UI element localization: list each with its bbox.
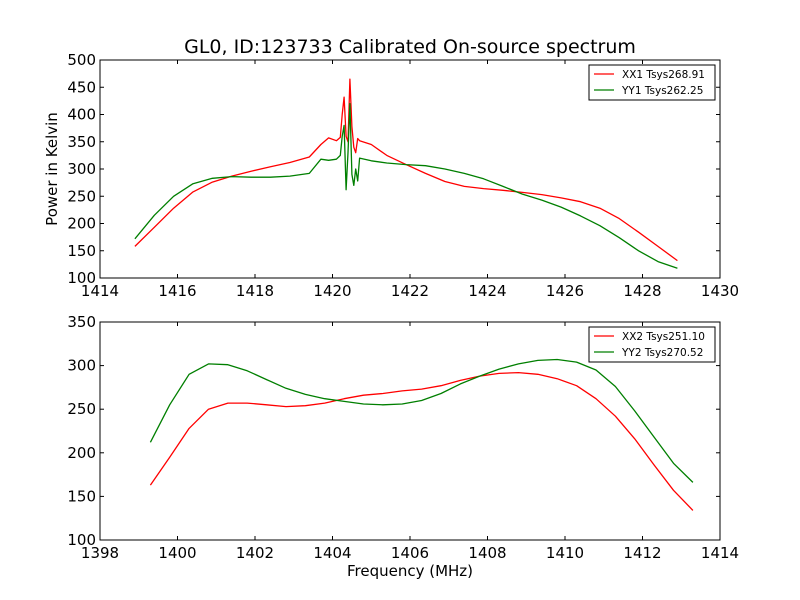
y-tick-label: 400: [67, 106, 96, 124]
legend-label-xx2: XX2 Tsys251.10: [622, 331, 705, 343]
y-tick-label: 300: [67, 357, 96, 375]
legend-label-xx1: XX1 Tsys268.91: [622, 69, 705, 81]
bottom-plot-ticks: 1398 1400 1402 1404 1406 1408 1410 1412 1414 100 1…: [67, 313, 739, 562]
top-plot-legend: XX1 Tsys268.91 YY1 Tsys262.25: [588, 64, 716, 101]
x-tick-label: 1430: [701, 282, 739, 300]
bottom-plot-legend: XX2 Tsys251.10 YY2 Tsys270.52: [588, 326, 716, 363]
series-line-xx2: [149, 371, 694, 511]
x-tick-label: 1414: [701, 544, 739, 562]
x-tick-label: 1412: [623, 544, 661, 562]
chart-title: GL0, ID:123733 Calibrated On-source spec…: [184, 36, 636, 58]
x-tick-label: 1424: [468, 282, 506, 300]
legend-label-yy1: YY1 Tsys262.25: [621, 85, 703, 97]
x-tick-label: 1402: [236, 544, 274, 562]
x-tick-label: 1418: [236, 282, 274, 300]
bottom-plot-xlabel: Frequency (MHz): [347, 562, 473, 580]
x-tick-label: 1404: [313, 544, 351, 562]
series-line-xx1: [134, 78, 678, 262]
series-line-yy1: [134, 102, 678, 269]
top-legend-box: [588, 64, 716, 101]
y-tick-label: 350: [67, 133, 96, 151]
y-tick-label: 450: [67, 78, 96, 96]
x-tick-label: 1400: [158, 544, 196, 562]
x-tick-label: 1422: [391, 282, 429, 300]
y-tick-label: 250: [67, 187, 96, 205]
x-tick-label: 1398: [81, 544, 119, 562]
y-tick-label: 250: [67, 400, 96, 418]
y-tick-label: 200: [67, 444, 96, 462]
x-tick-label: 1428: [623, 282, 661, 300]
y-tick-label: 200: [67, 215, 96, 233]
x-tick-label: 1420: [313, 282, 351, 300]
y-tick-label: 500: [67, 51, 96, 69]
top-plot-lines: [134, 78, 678, 269]
y-tick-label: 300: [67, 160, 96, 178]
x-tick-label: 1408: [468, 544, 506, 562]
y-tick-label: 150: [67, 242, 96, 260]
y-tick-label: 100: [67, 531, 96, 549]
x-tick-label: 1414: [81, 282, 119, 300]
bottom-legend-box: [588, 326, 716, 363]
x-tick-label: 1426: [546, 282, 584, 300]
series-line-yy2: [149, 358, 694, 483]
top-plot-ylabel: Power in Kelvin: [43, 112, 61, 226]
legend-label-yy2: YY2 Tsys270.52: [621, 347, 703, 359]
bottom-plot-lines: [149, 358, 694, 511]
y-tick-label: 150: [67, 487, 96, 505]
bottom-spectrum-plot: 1398 1400 1402 1404 1406 1408 1410 1412 1414 100 1…: [67, 313, 739, 580]
y-tick-label: 100: [67, 269, 96, 287]
x-tick-label: 1416: [158, 282, 196, 300]
top-plot-ticks: 1414 1416 1418 1420 1422 1424 1426 1428 1430 100 1…: [67, 51, 739, 300]
x-tick-label: 1406: [391, 544, 429, 562]
y-tick-label: 350: [67, 313, 96, 331]
x-tick-label: 1410: [546, 544, 584, 562]
top-spectrum-plot: 1414 1416 1418 1420 1422 1424 1426 1428 1430 100 1…: [43, 51, 739, 300]
